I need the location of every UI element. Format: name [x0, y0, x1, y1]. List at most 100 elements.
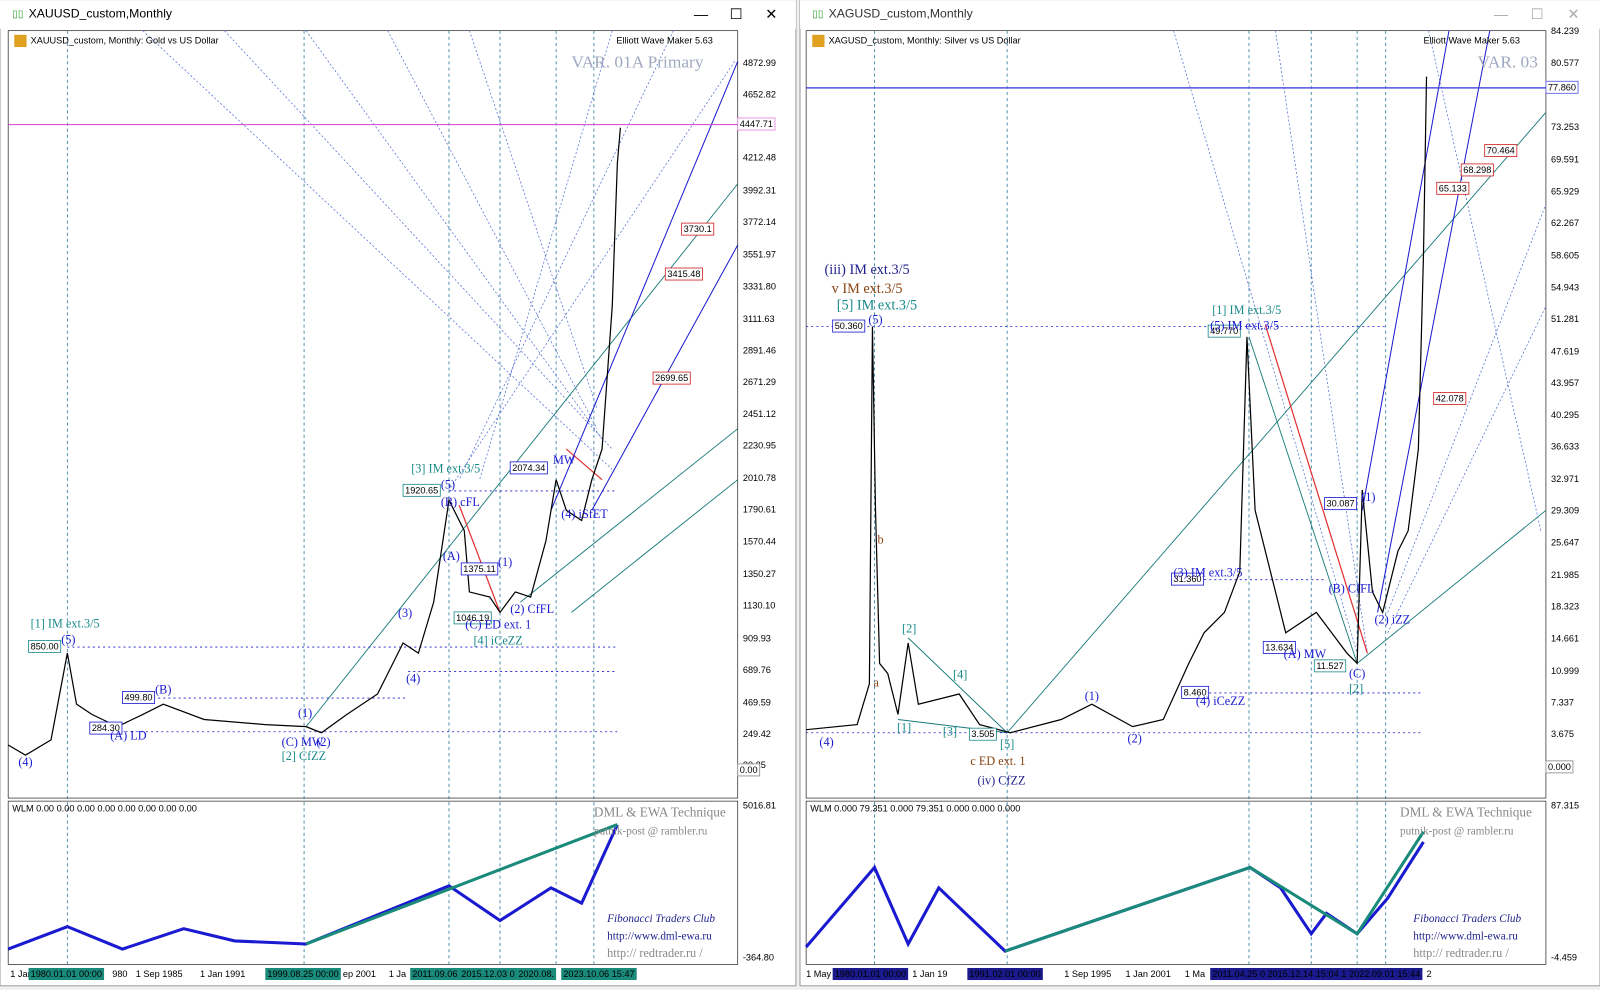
footer-text: Fibonacci Traders Club	[1412, 913, 1521, 925]
minimize-button[interactable]: —	[1494, 7, 1509, 23]
time-highlight	[1346, 967, 1423, 981]
wave-label: (iv) CfZZ	[978, 774, 1026, 788]
wave-label: (3)	[398, 606, 412, 620]
level-label: 50.360	[835, 321, 863, 331]
fan-lines	[142, 30, 1547, 654]
wave-label: [2]	[1349, 682, 1363, 696]
time-axis-label: 1 Sep 1995	[1064, 969, 1111, 979]
wave-label: (4)	[18, 755, 32, 769]
wave-label: (A) LD	[110, 729, 147, 743]
price-axis-label: 84.239	[1551, 26, 1579, 36]
time-axis-label: 2011.04.25 0	[1212, 969, 1265, 979]
time-axis-label: 1 Sep 1985	[136, 969, 183, 979]
price-line	[806, 76, 1428, 734]
price-axis-label: 2230.95	[743, 440, 776, 450]
wave-label: (4)	[406, 672, 420, 686]
level-label: 1046.19	[456, 613, 489, 623]
wave-label: (C) ED ext. 1	[465, 617, 531, 631]
price-axis-label: 32.971	[1551, 474, 1579, 484]
close-button[interactable]: ✕	[1567, 7, 1579, 23]
red-lines	[458, 324, 1368, 654]
wave-label: a	[873, 676, 879, 690]
time-axis-label: 1 Ma	[1185, 969, 1206, 979]
price-line	[7, 127, 622, 756]
title-bar	[0, 0, 796, 29]
time-highlight	[459, 967, 517, 981]
level-label: 1920.65	[405, 485, 438, 495]
price-axis-label: 2010.78	[743, 473, 776, 483]
wave-label: (4)	[819, 735, 833, 749]
maximize-button[interactable]: ☐	[730, 7, 743, 23]
time-axis-label: 2015.12.03 0	[461, 969, 515, 979]
level-box	[1460, 163, 1494, 177]
time-highlight	[28, 967, 105, 981]
minimize-button[interactable]: —	[694, 7, 709, 23]
level-box	[968, 727, 997, 741]
maximize-button[interactable]: ☐	[1531, 7, 1544, 23]
time-highlight	[410, 967, 460, 981]
level-box	[1171, 572, 1204, 586]
level-label: 2074.34	[512, 463, 545, 473]
wave-label: [3]	[943, 725, 957, 739]
wave-label: (1)	[1361, 490, 1375, 504]
wave-label: (A)	[443, 549, 460, 563]
level-label: 49.770	[1210, 326, 1238, 336]
price-axis-label: 1350.27	[743, 569, 776, 579]
level-label: 13.634	[1265, 642, 1293, 652]
vertical-lines	[66, 30, 1387, 965]
indicator-name: Elliott Wave Maker 5.63	[616, 35, 713, 45]
time-highlight	[1210, 967, 1268, 981]
price-axis-label: 36.633	[1551, 441, 1579, 451]
level-label: 0.00	[740, 765, 758, 775]
price-axis-label: 51.281	[1551, 314, 1579, 324]
wlm-line	[305, 823, 618, 946]
wave-label: [2] CfZZ	[282, 749, 327, 763]
sub-area	[805, 800, 1547, 965]
time-axis-label: 1980.01.01 00:00	[31, 969, 102, 979]
wave-label: (2)	[1128, 732, 1142, 746]
time-axis-label: 2022.09.01 15:44	[1349, 969, 1420, 979]
wave-label: [3] IM ext.3/5	[411, 461, 480, 475]
time-axis-label: 1 May	[806, 969, 831, 979]
price-axis-label: 2891.46	[743, 346, 776, 356]
wave-label: (C) MW	[282, 735, 324, 749]
wave-label: (B) cFL	[441, 495, 480, 509]
time-axis-label: 1991.02.01 00:00	[969, 969, 1040, 979]
level-box	[460, 562, 499, 576]
time-highlight	[967, 967, 1043, 981]
level-label: 8.460	[1184, 687, 1207, 697]
subwindow-axis-label: -364.80	[743, 953, 774, 963]
wave-label: [1]	[897, 720, 911, 734]
price-axis-label: 3.675	[1551, 729, 1574, 739]
time-axis-label: 1 Jan 1991	[200, 969, 245, 979]
wave-label: [5] IM ext.3/5	[837, 298, 917, 314]
wave-label: (2)	[316, 735, 330, 749]
level-label: 499.80	[124, 692, 152, 702]
wave-label: [1] IM ext.3/5	[1212, 303, 1281, 317]
level-box	[1433, 392, 1467, 405]
time-axis-label: 2	[1427, 969, 1432, 979]
time-highlight	[832, 967, 909, 981]
time-axis-label: 1 Jan 2001	[1126, 969, 1171, 979]
time-axis-label: 2011.09.06	[412, 969, 457, 979]
wave-label: [4]	[953, 667, 967, 681]
close-button[interactable]: ✕	[765, 7, 777, 23]
price-axis-label: 29.309	[1551, 506, 1579, 516]
time-axis-label: 2015.12.14 15:04 1	[1267, 969, 1346, 979]
price-axis-label: 21.985	[1551, 570, 1579, 580]
price-axis-label: 73.253	[1551, 122, 1579, 132]
level-box	[1545, 760, 1574, 774]
price-axis-label: 43.957	[1551, 378, 1579, 388]
level-label: 3415.48	[667, 269, 700, 279]
price-axis-label: 62.267	[1551, 218, 1579, 228]
wave-label: (1)	[298, 706, 312, 720]
wave-label: b	[878, 533, 884, 547]
symbol-label: XAGUSD_custom, Monthly: Silver vs US Dol…	[829, 35, 1021, 45]
level-label: 77.860	[1548, 82, 1576, 92]
price-axis-label: 4652.82	[743, 89, 776, 99]
wave-label: (B)	[155, 683, 171, 697]
footer-text: DML & EWA Technique	[594, 804, 726, 819]
price-axis-label: 2451.12	[743, 409, 776, 419]
footer-text: putnik-post @ rambler.ru	[594, 825, 708, 837]
wave-label: [4] iCeZZ	[473, 634, 522, 648]
